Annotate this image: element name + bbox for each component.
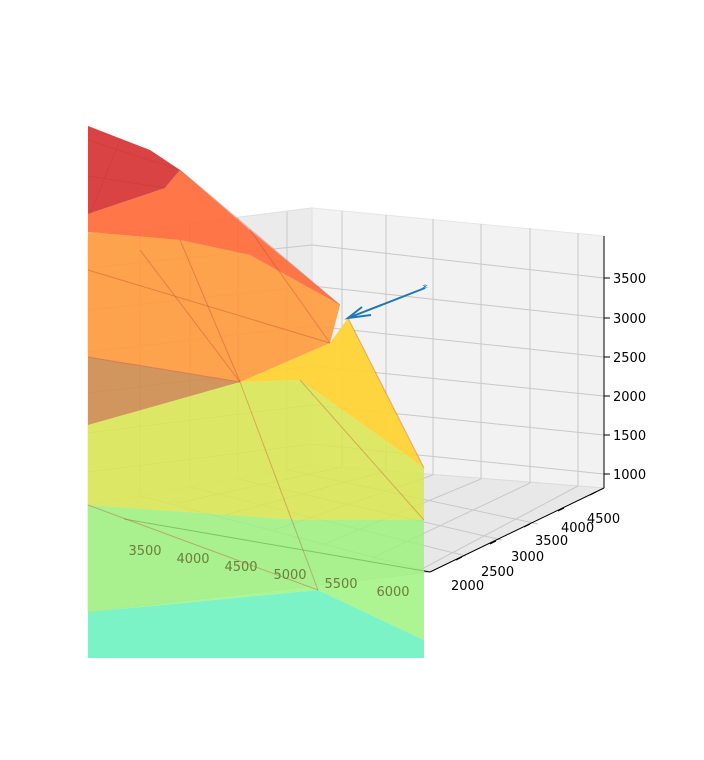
- surface-band-orange-red: [88, 170, 340, 305]
- surface-band-red: [88, 126, 180, 214]
- arrow-start-star-icon: *: [422, 282, 428, 295]
- tick-marks: [455, 277, 610, 561]
- x-tick-labels: 3500 4000 4500 5000 5500 6000: [128, 544, 409, 600]
- z-tick-label: 2000: [613, 390, 646, 405]
- x-tick-label: 4500: [224, 560, 257, 575]
- y-tick-label: 3500: [535, 534, 568, 549]
- surface-mesh: [87, 139, 425, 591]
- y-tick-label: 4000: [561, 521, 594, 536]
- z-tick-label: 3500: [613, 272, 646, 287]
- surface-band-cyan: [88, 590, 424, 658]
- surface-band-yellow: [240, 318, 424, 468]
- surface-band-orange: [88, 232, 340, 382]
- surface-band-brown: [88, 357, 240, 425]
- z-tick-label: 1500: [613, 429, 646, 444]
- surface: [87, 126, 425, 658]
- z-tick-label: 3000: [613, 312, 646, 327]
- direction-arrow: *: [344, 282, 428, 320]
- y-tick-label: 2000: [451, 579, 484, 594]
- y-tick-label: 4500: [587, 512, 620, 527]
- x-tick-label: 6000: [376, 585, 409, 600]
- surface-band-green: [88, 505, 424, 640]
- y-tick-label: 3000: [511, 550, 544, 565]
- z-tick-label: 2500: [613, 351, 646, 366]
- surface-band-lime: [88, 380, 424, 520]
- y-tick-label: 2500: [481, 565, 514, 580]
- x-tick-label: 5000: [273, 568, 306, 583]
- z-tick-labels: 1000 1500 2000 2500 3000 3500: [613, 272, 646, 483]
- x-tick-label: 5500: [324, 577, 357, 592]
- x-tick-label: 4000: [176, 552, 209, 567]
- x-tick-label: 3500: [128, 544, 161, 559]
- z-tick-label: 1000: [613, 468, 646, 483]
